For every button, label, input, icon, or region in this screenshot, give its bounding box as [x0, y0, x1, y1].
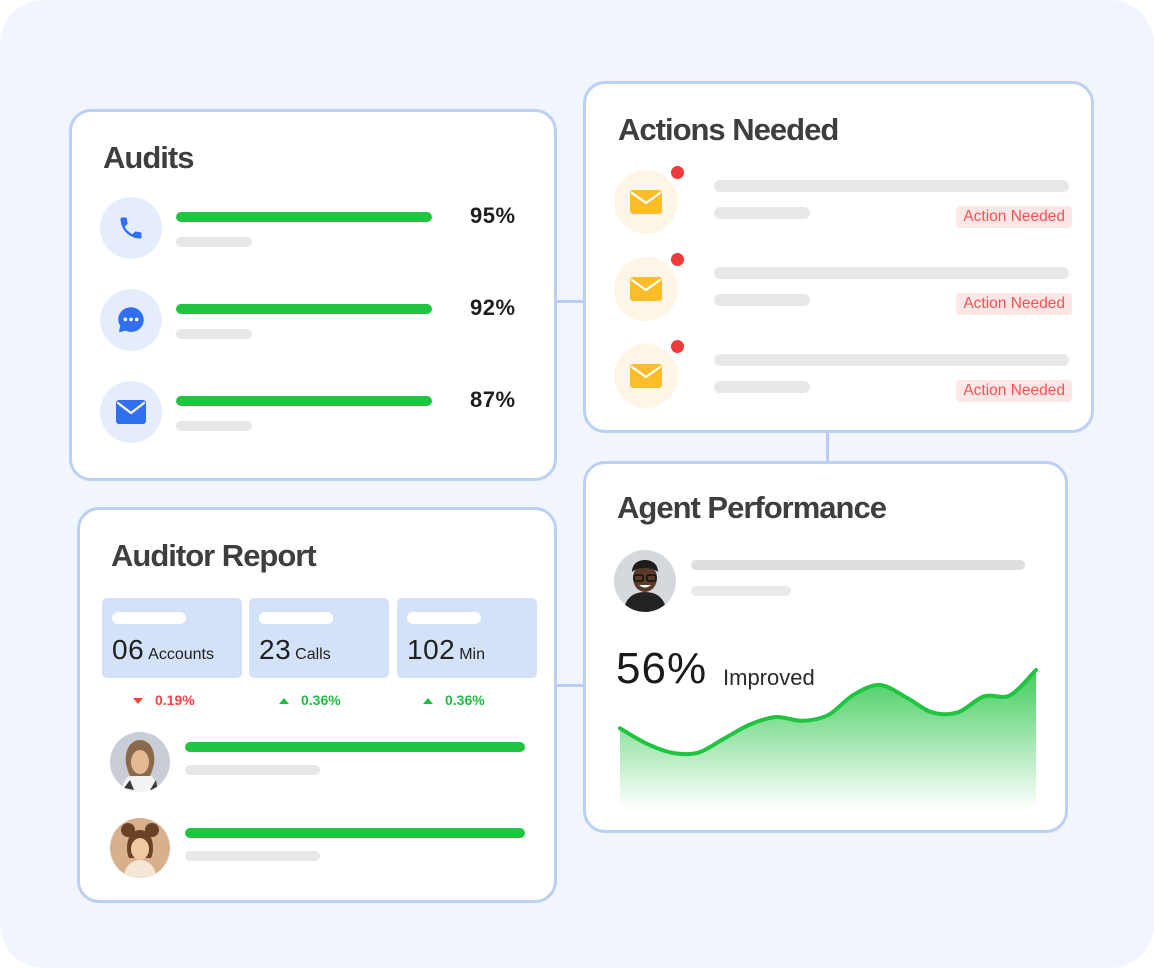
- audit-score-bar: [176, 212, 432, 222]
- mail-icon: [614, 257, 678, 321]
- stat-box-minutes[interactable]: 102 Min: [397, 598, 537, 678]
- arrow-down-icon: [133, 698, 143, 705]
- auditor-score-bar: [185, 828, 525, 838]
- avatar: [110, 732, 170, 792]
- agent-placeholder-line: [691, 560, 1025, 570]
- action-needed-badge: Action Needed: [956, 293, 1072, 315]
- auditor-placeholder-line: [185, 765, 320, 775]
- agent-performance-card: Agent Performance 56% Improved: [583, 461, 1068, 833]
- stat-box-accounts[interactable]: 06 Accounts: [102, 598, 242, 678]
- action-placeholder-line: [714, 180, 1069, 192]
- improvement-area-chart: [618, 668, 1038, 809]
- arrow-up-icon: [279, 698, 289, 705]
- improvement-label: Improved: [723, 665, 815, 690]
- improvement-percent: 56%: [616, 644, 708, 693]
- mail-icon: [614, 170, 678, 234]
- audit-percent: 95%: [470, 203, 516, 228]
- mail-icon: [614, 344, 678, 408]
- action-placeholder-line: [714, 381, 810, 393]
- auditor-score-bar: [185, 742, 525, 752]
- phone-icon: [100, 197, 162, 259]
- action-item[interactable]: Action Needed: [614, 253, 1074, 323]
- action-item[interactable]: Action Needed: [614, 166, 1074, 236]
- audits-title: Audits: [103, 140, 194, 175]
- action-placeholder-line: [714, 294, 810, 306]
- notification-dot: [671, 340, 684, 353]
- stat-placeholder-pill: [407, 612, 481, 624]
- arrow-up-icon: [423, 698, 433, 705]
- auditor-report-card: Auditor Report 06 Accounts 23 Calls 102 Min…: [77, 507, 557, 903]
- audit-placeholder-line: [176, 329, 252, 339]
- stat-placeholder-pill: [112, 612, 186, 624]
- audit-row-phone[interactable]: 95%: [100, 197, 530, 261]
- avatar: [614, 550, 676, 612]
- notification-dot: [671, 166, 684, 179]
- audit-score-bar: [176, 304, 432, 314]
- stat-placeholder-pill: [259, 612, 333, 624]
- action-placeholder-line: [714, 354, 1069, 366]
- connector-audits-actions: [557, 300, 585, 303]
- audit-row-chat[interactable]: 92%: [100, 289, 530, 353]
- trend-line: [618, 668, 1038, 757]
- connector-auditor-agent: [557, 684, 585, 687]
- stat-box-calls[interactable]: 23 Calls: [249, 598, 389, 678]
- action-needed-badge: Action Needed: [956, 206, 1072, 228]
- stat-value: 06 Accounts: [112, 634, 214, 665]
- action-placeholder-line: [714, 267, 1069, 279]
- trend-down-indicator: 0.19%: [133, 692, 195, 708]
- auditor-row[interactable]: [110, 818, 530, 878]
- avatar: [110, 818, 170, 878]
- auditor-placeholder-line: [185, 851, 320, 861]
- connector-actions-agent: [826, 433, 829, 462]
- stat-value: 102 Min: [407, 634, 485, 665]
- trend-up-indicator: 0.36%: [279, 692, 341, 708]
- mail-icon: [100, 381, 162, 443]
- auditor-row[interactable]: [110, 732, 530, 792]
- audit-placeholder-line: [176, 421, 252, 431]
- actions-title: Actions Needed: [618, 112, 839, 147]
- audit-percent: 87%: [470, 387, 516, 412]
- trend-up-indicator: 0.36%: [423, 692, 485, 708]
- audit-placeholder-line: [176, 237, 252, 247]
- agent-placeholder-line: [691, 586, 791, 596]
- action-item[interactable]: Action Needed: [614, 340, 1074, 410]
- agent-performance-title: Agent Performance: [617, 490, 887, 525]
- action-needed-badge: Action Needed: [956, 380, 1072, 402]
- notification-dot: [671, 253, 684, 266]
- auditor-report-title: Auditor Report: [111, 538, 317, 573]
- action-placeholder-line: [714, 207, 810, 219]
- actions-needed-card: Actions Needed Action Needed Action Need…: [583, 81, 1094, 433]
- audit-row-mail[interactable]: 87%: [100, 381, 530, 445]
- stat-value: 23 Calls: [259, 634, 331, 665]
- trend-area: [620, 670, 1036, 809]
- chat-bubble-icon: [100, 289, 162, 351]
- audit-score-bar: [176, 396, 432, 406]
- audits-card: Audits 95% 92% 87%: [69, 109, 557, 481]
- audit-percent: 92%: [470, 295, 516, 320]
